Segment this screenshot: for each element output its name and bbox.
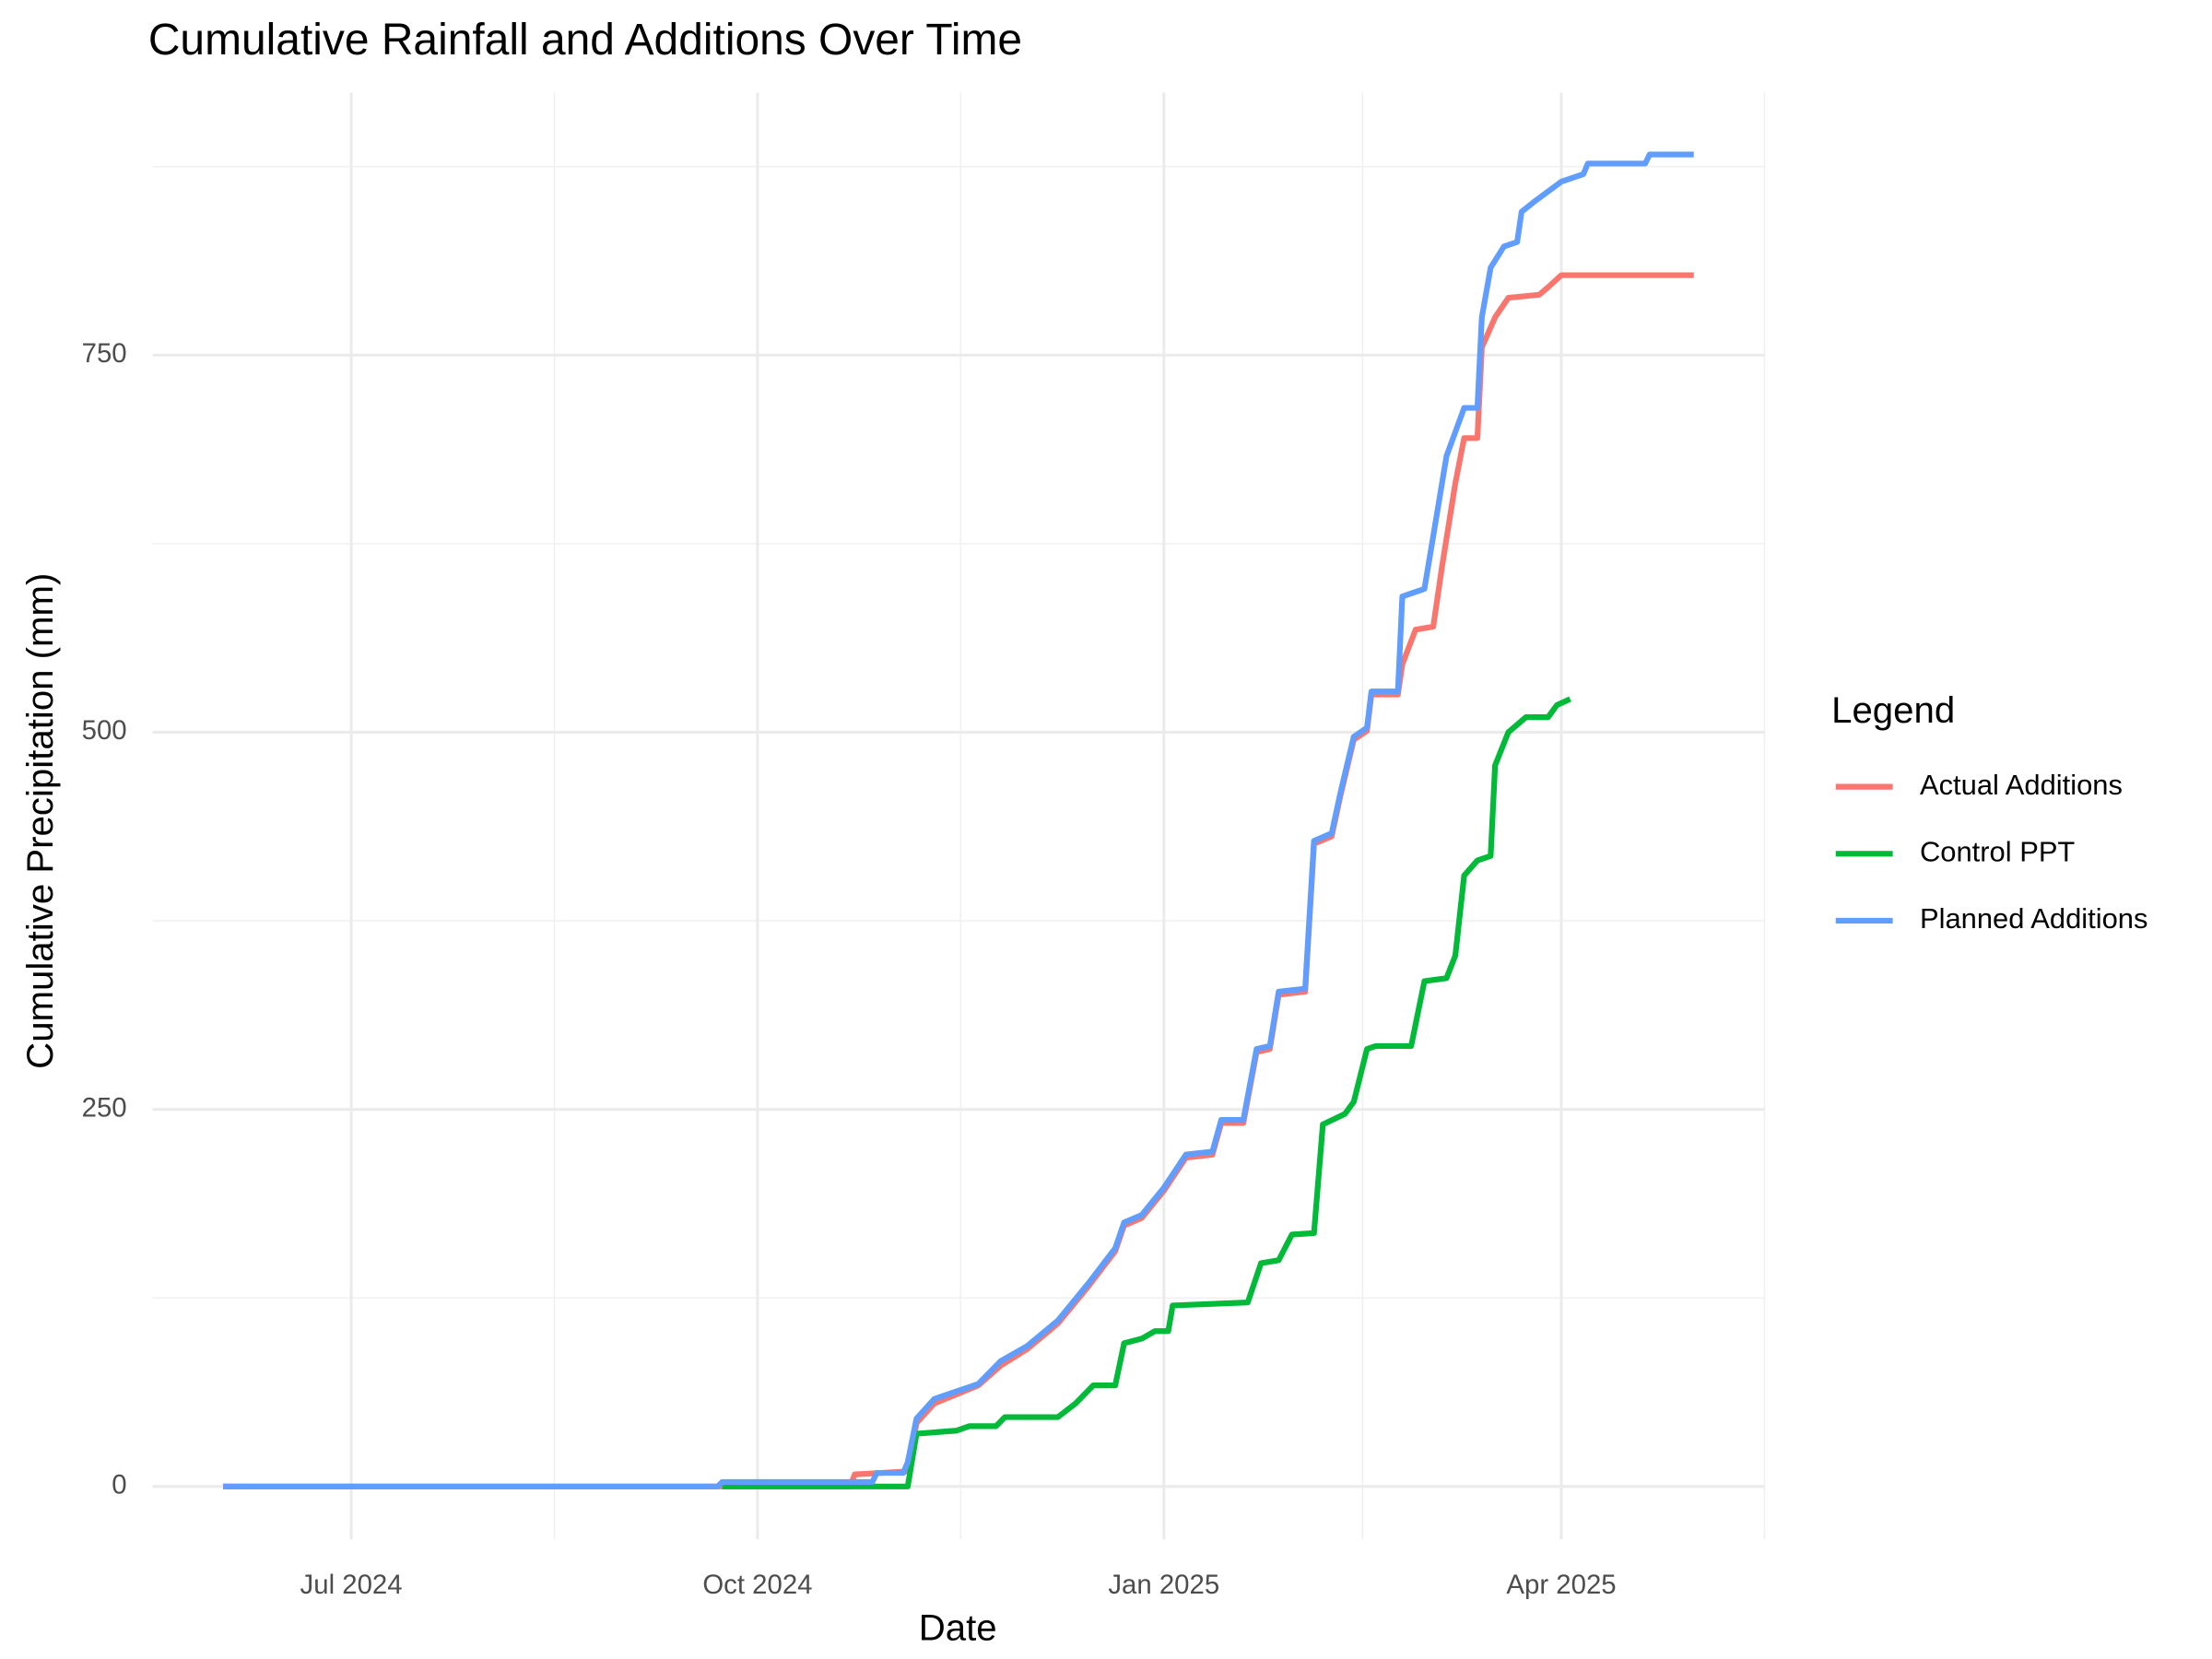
x-tick-label: Jul 2024 [300, 1570, 403, 1600]
y-tick-label: 0 [112, 1470, 126, 1500]
grid [152, 92, 1766, 1540]
legend-label: Planned Additions [1920, 902, 2147, 935]
line-series [223, 151, 1694, 1489]
y-tick-label: 750 [82, 338, 127, 369]
x-tick-label: Apr 2025 [1506, 1570, 1616, 1600]
plot-area [223, 151, 1694, 1489]
y-tick-label: 500 [82, 715, 127, 746]
line-series [223, 272, 1694, 1489]
chart-title: Cumulative Rainfall and Additions Over T… [148, 16, 1022, 65]
x-tick-label: Oct 2024 [702, 1570, 812, 1600]
legend-title: Legend [1831, 689, 1955, 731]
y-tick-label: 250 [82, 1092, 127, 1123]
line-series [722, 696, 1571, 1489]
x-tick-label: Jan 2025 [1108, 1570, 1219, 1600]
x-axis-title: Date [919, 1607, 997, 1649]
legend-label: Actual Additions [1920, 769, 2123, 801]
y-axis-title: Cumulative Precipitation (mm) [19, 573, 61, 1069]
legend-label: Control PPT [1920, 835, 2075, 867]
